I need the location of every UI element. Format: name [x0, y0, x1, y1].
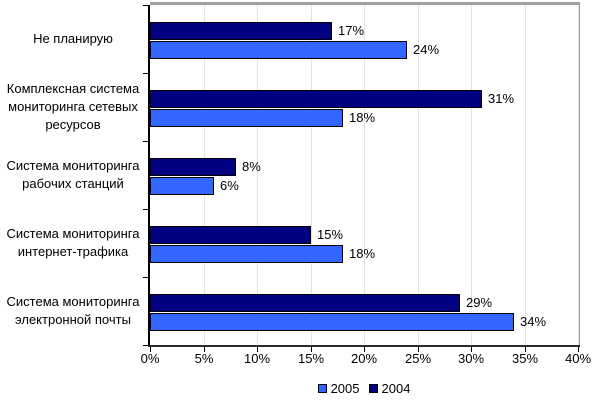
x-axis-tick-label: 5% [194, 351, 214, 366]
y-axis-tick [143, 73, 148, 74]
legend-item: 2004 [368, 380, 411, 396]
gridline [364, 5, 365, 345]
category-label: Система мониторинга электронной почты [6, 294, 140, 327]
bar-2004 [150, 22, 332, 40]
bar-value-label: 34% [520, 314, 547, 329]
x-axis-tick [578, 347, 579, 352]
bar-2004 [150, 226, 311, 244]
x-axis-tick-label: 0% [140, 351, 160, 366]
y-axis-line [148, 5, 150, 347]
x-axis-tick-label: 10% [243, 351, 271, 366]
bar-value-label: 18% [349, 110, 376, 125]
gridline [311, 5, 312, 345]
gridline [471, 5, 472, 345]
x-axis-tick [471, 347, 472, 352]
x-axis-tick [150, 347, 151, 352]
bar-2005 [150, 313, 514, 331]
category-label: Система мониторинга интернет-трафика [6, 226, 140, 259]
gridline [418, 5, 419, 345]
bar-2005 [150, 109, 343, 127]
y-axis-tick [143, 141, 148, 142]
bar-2004 [150, 294, 460, 312]
y-axis-tick [143, 209, 148, 210]
gridline [257, 5, 258, 345]
x-axis-tick [311, 347, 312, 352]
legend: 2005 2004 [150, 380, 578, 396]
bar-value-label: 24% [413, 42, 440, 57]
category-axis-labels: Не планирую Комплексная система мониторин… [0, 5, 146, 345]
plot-border-top [150, 2, 580, 5]
legend-label: 2005 [330, 380, 360, 396]
x-axis-tick-label: 35% [511, 351, 539, 366]
legend-item: 2005 [317, 380, 360, 396]
x-axis-tick-label: 40% [564, 351, 592, 366]
x-axis-line [148, 345, 580, 347]
bar-value-label: 18% [349, 246, 376, 261]
legend-swatch-2004 [368, 383, 378, 393]
y-axis-tick [143, 277, 148, 278]
x-axis-tick [418, 347, 419, 352]
bar-2005 [150, 245, 343, 263]
bar-value-label: 6% [220, 178, 239, 193]
category-label: Не планирую [33, 31, 113, 46]
x-axis-tick-label: 25% [404, 351, 432, 366]
bar-value-label: 31% [488, 91, 515, 106]
bar-2005 [150, 41, 407, 59]
x-axis-tick-label: 20% [350, 351, 378, 366]
bar-value-label: 29% [466, 295, 493, 310]
y-axis-tick [143, 5, 148, 6]
legend-swatch-2005 [317, 383, 327, 393]
x-axis-tick-label: 30% [457, 351, 485, 366]
bar-value-label: 17% [338, 23, 365, 38]
gridline [525, 5, 526, 345]
x-axis-tick [525, 347, 526, 352]
plot-border-right [578, 2, 580, 347]
x-axis-tick [364, 347, 365, 352]
x-axis-tick [204, 347, 205, 352]
category-label: Система мониторинга рабочих станций [6, 158, 140, 191]
bar-2004 [150, 90, 482, 108]
bar-value-label: 8% [242, 159, 261, 174]
x-axis-tick-label: 15% [297, 351, 325, 366]
legend-label: 2004 [381, 380, 411, 396]
bar-value-label: 15% [317, 227, 344, 242]
category-label: Комплексная система мониторинга сетевых … [6, 81, 140, 132]
plot-area: 17% 24% 31% 18% 8% 6% 15% 18% 29% 34% [150, 5, 579, 345]
bar-2004 [150, 158, 236, 176]
y-axis-tick [143, 345, 148, 346]
bar-2005 [150, 177, 214, 195]
gridline [578, 5, 579, 345]
x-axis-tick [257, 347, 258, 352]
